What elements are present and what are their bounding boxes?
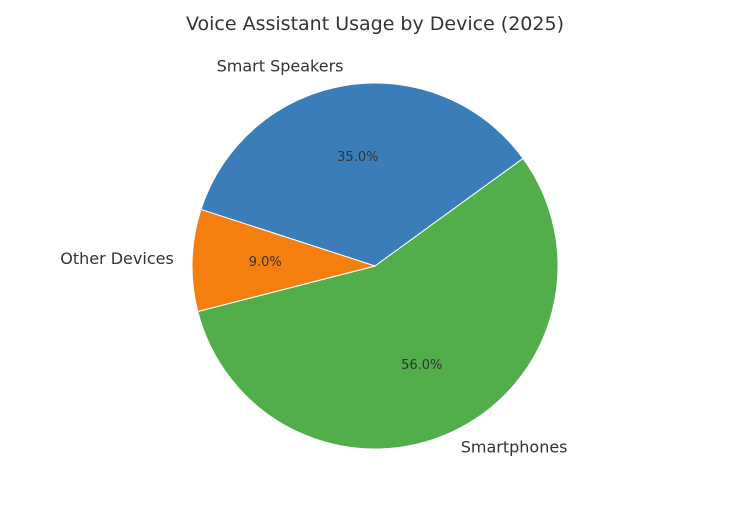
slice-other-devices xyxy=(191,208,377,313)
slice-percent-smart-speakers: 35.0% xyxy=(337,150,378,165)
slice-percent-smartphones: 56.0% xyxy=(401,358,442,373)
pie-slices xyxy=(191,82,559,450)
pie-labels: Smart Speakers 35.0% Smartphones 56.0% Other… xyxy=(60,57,567,457)
slice-smartphones xyxy=(197,157,559,450)
slice-label-smartphones: Smartphones xyxy=(461,438,568,457)
slice-smart-speakers xyxy=(200,82,524,267)
slice-label-other-devices: Other Devices xyxy=(60,249,174,268)
slice-percent-other-devices: 9.0% xyxy=(249,255,282,270)
slice-label-smart-speakers: Smart Speakers xyxy=(217,57,344,76)
chart-title: Voice Assistant Usage by Device (2025) xyxy=(186,13,564,35)
